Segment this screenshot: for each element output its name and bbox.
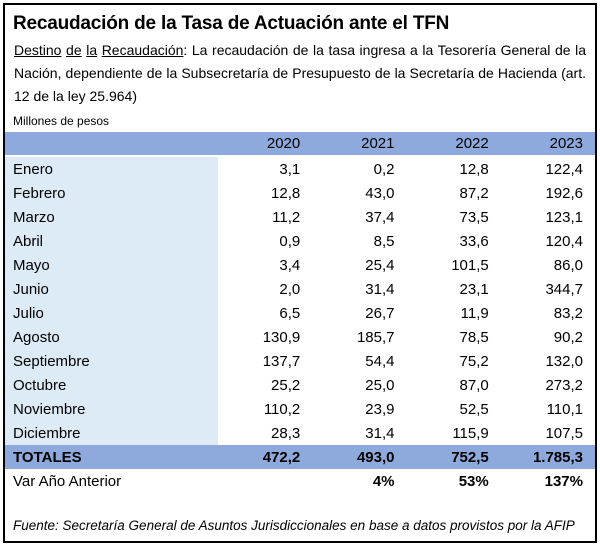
value-cell: 11,2 [272,208,301,226]
month-cell: Septiembre [5,349,218,373]
value-cell: 87,2 [459,184,489,202]
value-cell: 25,4 [365,256,395,274]
value-cell: 2,0 [279,280,301,298]
table-row: Diciembre 28,3 31,4 115,9 107,5 [5,421,595,445]
table-row: Febrero 12,8 43,0 87,2 192,6 [5,181,595,205]
year-header-2023: 2023 [500,132,595,157]
totals-value: 752,5 [406,445,501,469]
totals-value: 1.785,3 [500,445,595,469]
intro-lead: Destino de la Recaudación [14,42,184,58]
year-header-2022: 2022 [406,132,501,157]
value-cell: 344,7 [545,280,583,298]
variation-value [218,469,313,493]
value-cell: 23,9 [365,400,395,418]
unit-label: Millones de pesos [13,114,110,128]
totals-label: TOTALES [5,445,218,469]
value-cell: 12,8 [459,160,489,178]
month-cell: Enero [5,156,218,181]
value-cell: 26,7 [365,304,395,322]
month-cell: Octubre [5,373,218,397]
value-cell: 52,5 [459,400,489,418]
totals-row: TOTALES 472,2 493,0 752,5 1.785,3 [5,445,595,469]
month-cell: Noviembre [5,397,218,421]
page-title: Recaudación de la Tasa de Actuación ante… [13,13,450,34]
value-cell: 75,2 [459,352,489,370]
value-cell: 31,4 [365,280,395,298]
month-cell: Diciembre [5,421,218,445]
year-header-2020: 2020 [218,132,313,157]
value-cell: 120,4 [545,232,583,250]
table-row: Abril 0,9 8,5 33,6 120,4 [5,229,595,253]
table-row: Marzo 11,2 37,4 73,5 123,1 [5,205,595,229]
value-cell: 78,5 [459,328,489,346]
value-cell: 37,4 [365,208,395,226]
value-cell: 83,2 [553,304,583,322]
year-header-row: 2020 2021 2022 2023 [5,132,595,157]
intro-rest: : La recaudación de la tasa ingresa a la… [14,42,586,104]
value-cell: 132,0 [545,352,583,370]
table-row: Junio 2,0 31,4 23,1 344,7 [5,277,595,301]
value-cell: 115,9 [452,424,489,442]
month-cell: Mayo [5,253,218,277]
value-cell: 11,9 [460,304,489,322]
value-cell: 33,6 [459,232,489,250]
source-note: Fuente: Secretaría General de Asuntos Ju… [13,518,575,533]
table-row: Octubre 25,2 25,0 87,0 273,2 [5,373,595,397]
month-cell: Julio [5,301,218,325]
table-row: Julio 6,5 26,7 11,9 83,2 [5,301,595,325]
month-cell: Agosto [5,325,218,349]
year-header-2021: 2021 [312,132,407,157]
month-cell: Abril [5,229,218,253]
variation-label: Var Año Anterior [5,469,218,493]
value-cell: 0,9 [279,232,301,250]
value-cell: 25,0 [365,376,395,394]
variation-value: 137% [500,469,595,493]
value-cell: 8,5 [373,232,395,250]
value-cell: 86,0 [553,256,583,274]
value-cell: 25,2 [271,376,301,394]
totals-value: 493,0 [312,445,407,469]
table-body: Enero 3,1 0,2 12,8 122,4 Febrero 12,8 43,0 87,2 1… [5,156,595,445]
value-cell: 87,0 [459,376,489,394]
value-cell: 273,2 [545,376,583,394]
table-row: Mayo 3,4 25,4 101,5 86,0 [5,253,595,277]
value-cell: 3,1 [279,160,301,178]
month-header-cell [5,132,218,157]
value-cell: 101,5 [451,256,489,274]
value-cell: 110,1 [546,400,583,418]
report-card: Recaudación de la Tasa de Actuación ante… [3,3,597,543]
value-cell: 0,2 [373,160,395,178]
value-cell: 6,5 [279,304,301,322]
totals-value: 472,2 [218,445,313,469]
variation-value: 4% [312,469,407,493]
revenue-table: 2020 2021 2022 2023 Enero 3,1 0,2 12,8 122,4… [5,132,595,493]
month-cell: Marzo [5,205,218,229]
month-cell: Junio [5,277,218,301]
value-cell: 122,4 [545,160,583,178]
variation-value: 53% [406,469,501,493]
table-row: Septiembre 137,7 54,4 75,2 132,0 [5,349,595,373]
value-cell: 107,5 [545,424,583,442]
value-cell: 3,4 [279,256,301,274]
table-row: Noviembre 110,2 23,9 52,5 110,1 [5,397,595,421]
value-cell: 185,7 [356,328,395,346]
value-cell: 90,2 [553,328,583,346]
value-cell: 54,4 [365,352,395,370]
value-cell: 43,0 [365,184,395,202]
value-cell: 12,8 [271,184,301,202]
value-cell: 73,5 [459,208,489,226]
value-cell: 192,6 [545,184,583,202]
table-row: Enero 3,1 0,2 12,8 122,4 [5,156,595,181]
value-cell: 31,4 [365,424,395,442]
value-cell: 23,1 [459,280,489,298]
value-cell: 130,9 [262,328,301,346]
variation-row: Var Año Anterior 4% 53% 137% [5,469,595,493]
value-cell: 28,3 [271,424,301,442]
month-cell: Febrero [5,181,218,205]
value-cell: 123,1 [545,208,583,226]
table-row: Agosto 130,9 185,7 78,5 90,2 [5,325,595,349]
value-cell: 110,2 [263,400,301,418]
intro-paragraph: Destino de la Recaudación: La recaudació… [5,39,595,108]
value-cell: 137,7 [262,352,301,370]
